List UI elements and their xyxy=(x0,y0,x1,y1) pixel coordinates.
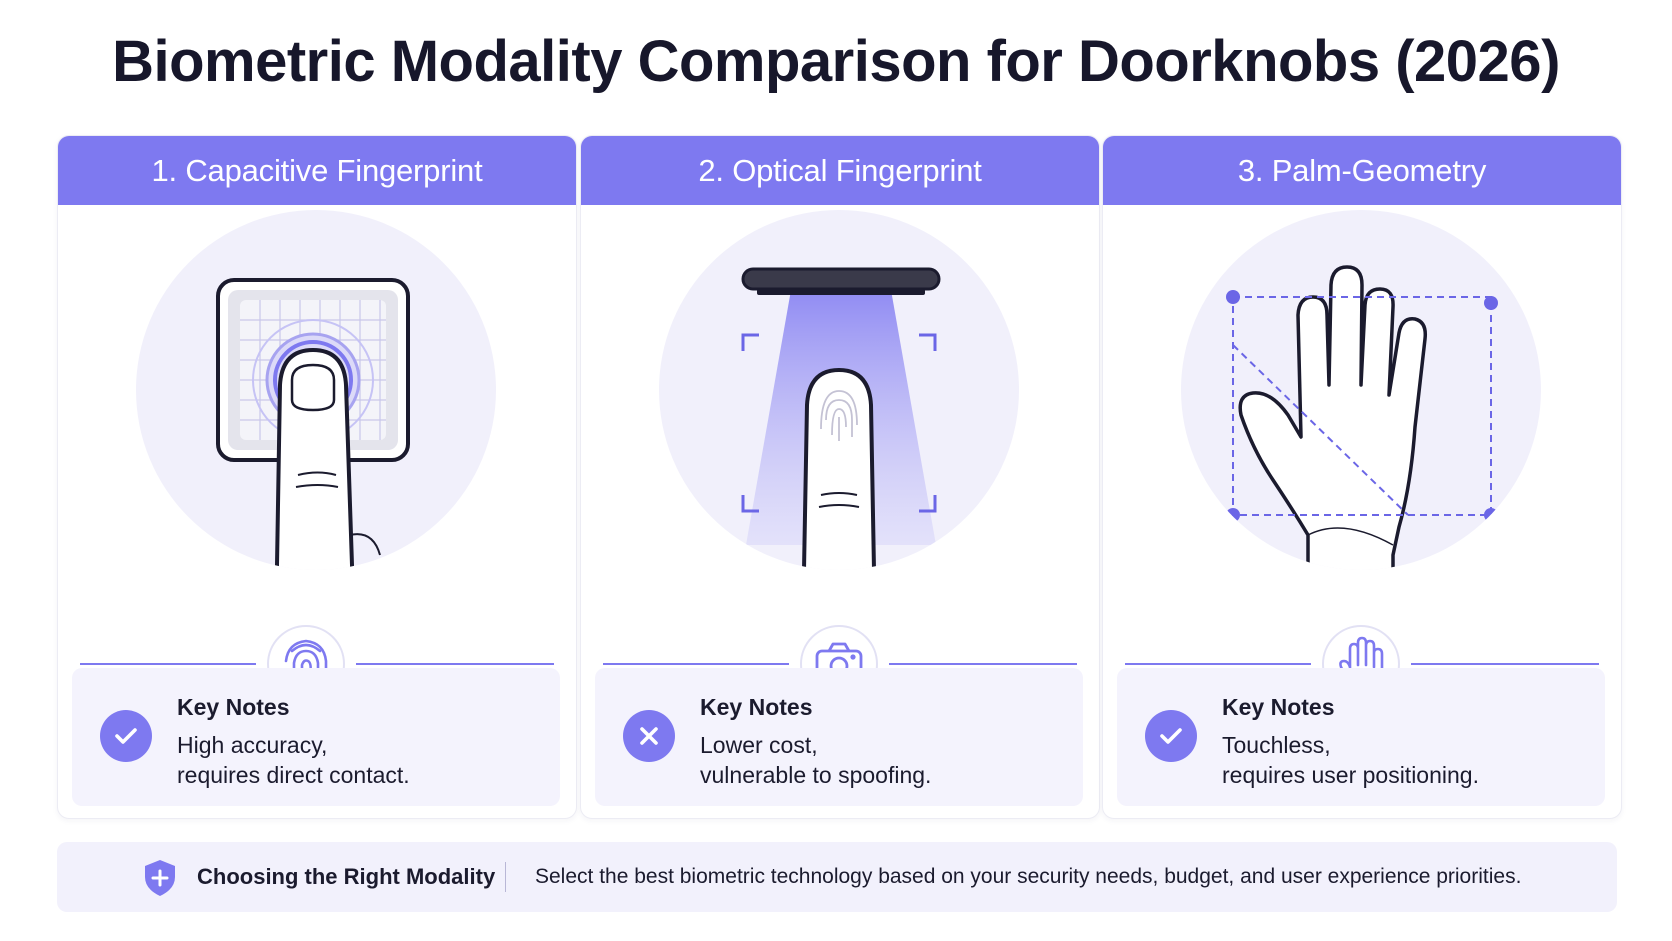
page-title: Biometric Modality Comparison for Doorkn… xyxy=(112,29,1560,94)
card-optical-fingerprint: 2. Optical Fingerprint xyxy=(580,135,1100,819)
card-capacitive-fingerprint: 1. Capacitive Fingerprint xyxy=(57,135,577,819)
cross-icon xyxy=(623,710,675,762)
notes-line-1: High accuracy, xyxy=(177,732,328,758)
footer-divider xyxy=(505,862,506,892)
footer-heading: Choosing the Right Modality xyxy=(197,864,496,889)
notes-line-2: requires user positioning. xyxy=(1222,762,1479,788)
card-header: 2. Optical Fingerprint xyxy=(581,136,1099,205)
optical-scanner-icon xyxy=(581,205,1099,725)
footer-text: Select the best biometric technology bas… xyxy=(535,865,1522,888)
notes-heading: Key Notes xyxy=(700,694,813,720)
card-palm-geometry: 3. Palm-Geometry xyxy=(1102,135,1622,819)
shield-plus-icon xyxy=(142,858,178,903)
notes-line-1: Lower cost, xyxy=(700,732,818,758)
card-header: 3. Palm-Geometry xyxy=(1103,136,1621,205)
notes-heading: Key Notes xyxy=(1222,694,1335,720)
check-icon xyxy=(1145,710,1197,762)
capacitive-sensor-icon xyxy=(58,205,576,725)
notes-line-1: Touchless, xyxy=(1222,732,1331,758)
palm-scan-icon xyxy=(1103,205,1621,725)
key-notes-panel: Key Notes High accuracy, requires direct… xyxy=(72,668,560,806)
card-header: 1. Capacitive Fingerprint xyxy=(58,136,576,205)
notes-line-2: requires direct contact. xyxy=(177,762,410,788)
check-icon xyxy=(100,710,152,762)
key-notes-panel: Key Notes Lower cost, vulnerable to spoo… xyxy=(595,668,1083,806)
footer-banner: Choosing the Right Modality Select the b… xyxy=(57,842,1617,912)
notes-line-2: vulnerable to spoofing. xyxy=(700,762,932,788)
notes-heading: Key Notes xyxy=(177,694,290,720)
key-notes-panel: Key Notes Touchless, requires user posit… xyxy=(1117,668,1605,806)
